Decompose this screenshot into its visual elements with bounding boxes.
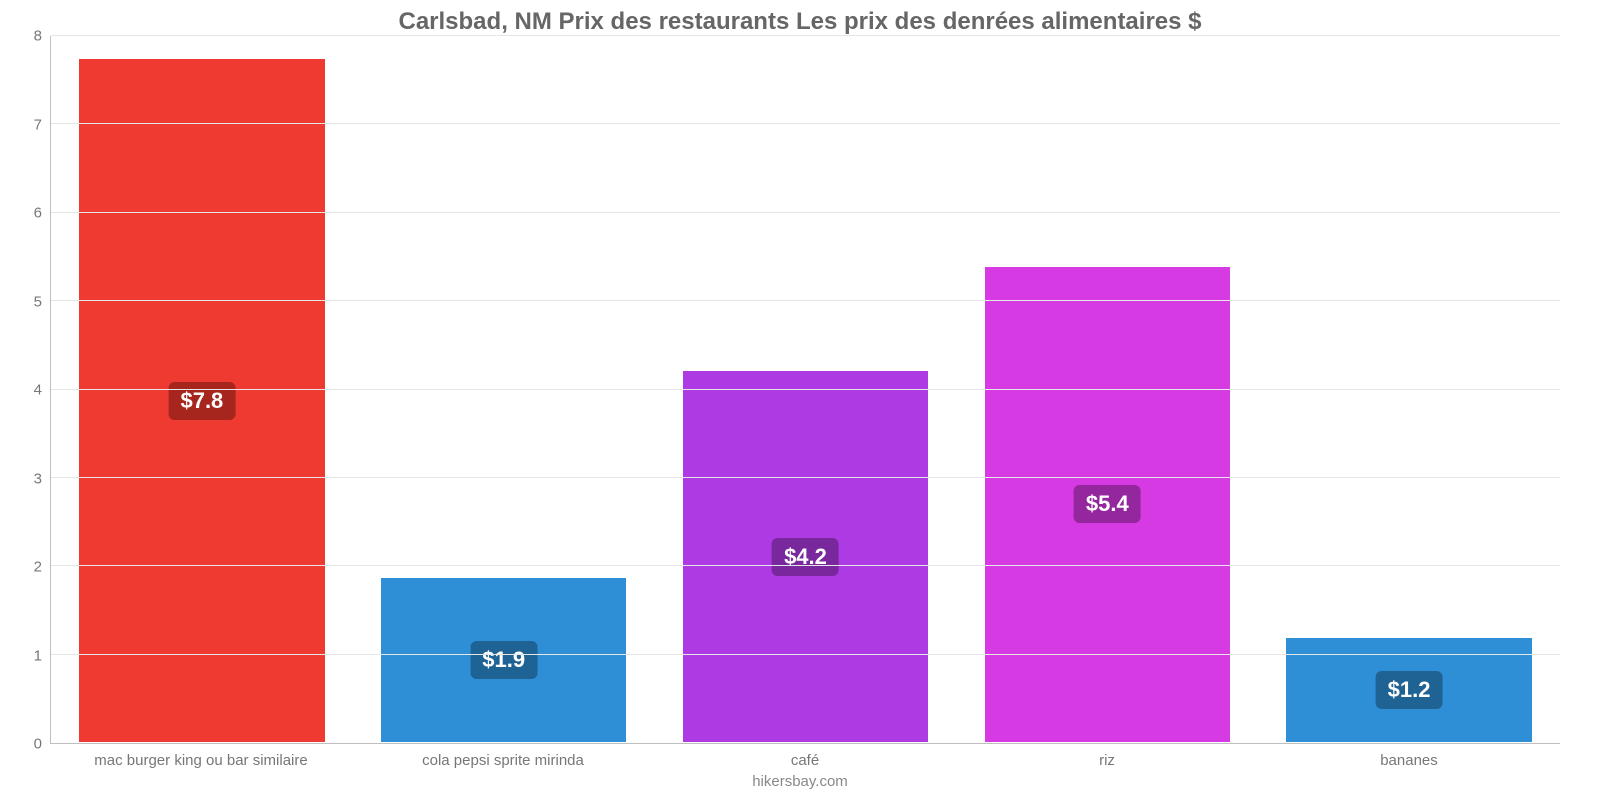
grid-line xyxy=(51,35,1560,36)
value-badge: $4.2 xyxy=(772,538,839,576)
x-tick-label: riz xyxy=(956,752,1258,769)
bar-slot: $1.9 xyxy=(353,36,655,743)
grid-line xyxy=(51,477,1560,478)
x-tick-label: café xyxy=(654,752,956,769)
bar-slot: $7.8 xyxy=(51,36,353,743)
grid-line xyxy=(51,300,1560,301)
grid-line xyxy=(51,654,1560,655)
y-tick-label: 8 xyxy=(34,28,42,45)
plot-row: 012345678 $7.8$1.9$4.2$5.4$1.2 xyxy=(0,36,1600,744)
x-axis: mac burger king ou bar similairecola pep… xyxy=(50,744,1560,769)
value-badge: $1.9 xyxy=(470,641,537,679)
bar: $4.2 xyxy=(682,370,929,743)
y-tick-label: 6 xyxy=(34,205,42,222)
value-badge: $5.4 xyxy=(1074,485,1141,523)
x-tick-label: bananes xyxy=(1258,752,1560,769)
x-tick-label: mac burger king ou bar similaire xyxy=(50,752,352,769)
bar-slot: $4.2 xyxy=(655,36,957,743)
bar-slot: $1.2 xyxy=(1258,36,1560,743)
bar: $7.8 xyxy=(78,58,325,743)
y-tick-label: 2 xyxy=(34,559,42,576)
bars-layer: $7.8 $1.9 $4.2 $5.4 $1.2 xyxy=(51,36,1560,743)
plot-area: $7.8 $1.9 $4.2 $5.4 $1.2 xyxy=(50,36,1560,744)
x-tick-label: cola pepsi sprite mirinda xyxy=(352,752,654,769)
grid-line xyxy=(51,123,1560,124)
y-tick-label: 1 xyxy=(34,647,42,664)
price-bar-chart: Carlsbad, NM Prix des restaurants Les pr… xyxy=(0,0,1600,800)
y-axis: 012345678 xyxy=(0,36,50,744)
value-badge: $7.8 xyxy=(168,382,235,420)
bar: $1.9 xyxy=(380,577,627,743)
value-badge: $1.2 xyxy=(1376,671,1443,709)
chart-title: Carlsbad, NM Prix des restaurants Les pr… xyxy=(0,0,1600,36)
grid-line xyxy=(51,565,1560,566)
bar: $5.4 xyxy=(984,266,1231,743)
y-tick-label: 3 xyxy=(34,470,42,487)
y-tick-label: 5 xyxy=(34,293,42,310)
y-tick-label: 4 xyxy=(34,382,42,399)
chart-footer: hikersbay.com xyxy=(0,769,1600,800)
y-tick-label: 0 xyxy=(34,736,42,753)
y-tick-label: 7 xyxy=(34,116,42,133)
grid-line xyxy=(51,389,1560,390)
grid-line xyxy=(51,212,1560,213)
bar-slot: $5.4 xyxy=(956,36,1258,743)
